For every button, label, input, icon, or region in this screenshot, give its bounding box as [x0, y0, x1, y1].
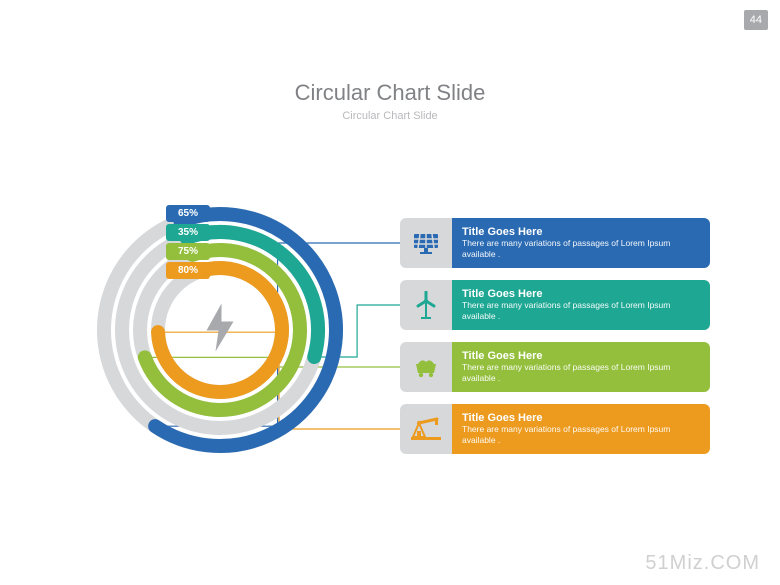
slide-root: 44 51Miz.COM Circular Chart Slide Circul… — [0, 0, 780, 585]
solar-panel-icon — [400, 218, 452, 268]
radial-chart — [90, 200, 350, 460]
card-desc: There are many variations of passages of… — [462, 424, 700, 446]
card-desc: There are many variations of passages of… — [462, 300, 700, 322]
ring-label: 75% — [166, 243, 210, 260]
card-body: Title Goes HereThere are many variations… — [452, 218, 710, 268]
info-card: Title Goes HereThere are many variations… — [400, 218, 710, 268]
slide-subtitle: Circular Chart Slide — [0, 110, 780, 122]
ring-label: 80% — [166, 262, 210, 279]
card-desc: There are many variations of passages of… — [462, 362, 700, 384]
ring-label: 35% — [166, 224, 210, 241]
info-card: Title Goes HereThere are many variations… — [400, 404, 710, 454]
ring-value-labels: 65% 35% 75% 80% — [166, 205, 210, 279]
lightning-icon — [202, 304, 238, 357]
info-card: Title Goes HereThere are many variations… — [400, 342, 710, 392]
info-card: Title Goes HereThere are many variations… — [400, 280, 710, 330]
ring-label: 65% — [166, 205, 210, 222]
title-block: Circular Chart Slide Circular Chart Slid… — [0, 80, 780, 122]
card-title: Title Goes Here — [462, 350, 700, 362]
info-cards: Title Goes HereThere are many variations… — [400, 218, 710, 454]
card-body: Title Goes HereThere are many variations… — [452, 342, 710, 392]
wind-turbine-icon — [400, 280, 452, 330]
card-body: Title Goes HereThere are many variations… — [452, 404, 710, 454]
card-title: Title Goes Here — [462, 288, 700, 300]
watermark-text: 51Miz.COM — [645, 552, 760, 575]
mining-cart-icon — [400, 342, 452, 392]
slide-title: Circular Chart Slide — [0, 80, 780, 106]
page-number-badge: 44 — [744, 10, 768, 30]
oil-pump-icon — [400, 404, 452, 454]
card-title: Title Goes Here — [462, 412, 700, 424]
card-title: Title Goes Here — [462, 226, 700, 238]
card-desc: There are many variations of passages of… — [462, 238, 700, 260]
card-body: Title Goes HereThere are many variations… — [452, 280, 710, 330]
